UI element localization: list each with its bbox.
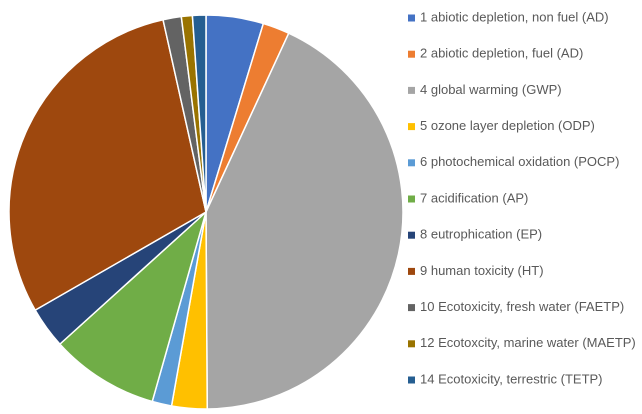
legend-label: 6 photochemical oxidation (POCP): [420, 154, 619, 169]
legend-swatch: [408, 14, 415, 22]
pie-slice: [205, 32, 404, 410]
legend-label: 7 acidification (AP): [420, 190, 528, 205]
legend-label: 4 global warming (GWP): [420, 82, 562, 97]
legend-label: 14 Ecotoxicity, terrestric (TETP): [420, 371, 603, 386]
legend-swatch: [408, 340, 415, 348]
legend-label: 5 ozone layer depletion (ODP): [420, 118, 595, 133]
legend-swatch: [408, 159, 415, 167]
legend-label: 9 human toxicity (HT): [420, 263, 544, 278]
pie-slice: [191, 14, 207, 213]
legend-label: 2 abiotic depletion, fuel (AD): [420, 46, 583, 61]
legend-swatch: [408, 267, 415, 275]
legend-label: 12 Ecotoxcity, marine water (MAETP): [420, 335, 636, 350]
legend-label: 10 Ecotoxicity, fresh water (FAETP): [420, 299, 624, 314]
legend-swatch: [408, 86, 415, 94]
legend-label: 8 eutrophication (EP): [420, 227, 542, 242]
legend-swatch: [408, 123, 415, 131]
legend-swatch: [408, 195, 415, 203]
legend-label: 1 abiotic depletion, non fuel (AD): [420, 9, 609, 24]
pie-slice: [58, 209, 208, 403]
pie-slice: [8, 18, 207, 312]
legend-swatch: [408, 376, 415, 384]
legend-swatch: [408, 231, 415, 239]
legend-swatch: [408, 50, 415, 58]
legend-swatch: [408, 304, 415, 312]
